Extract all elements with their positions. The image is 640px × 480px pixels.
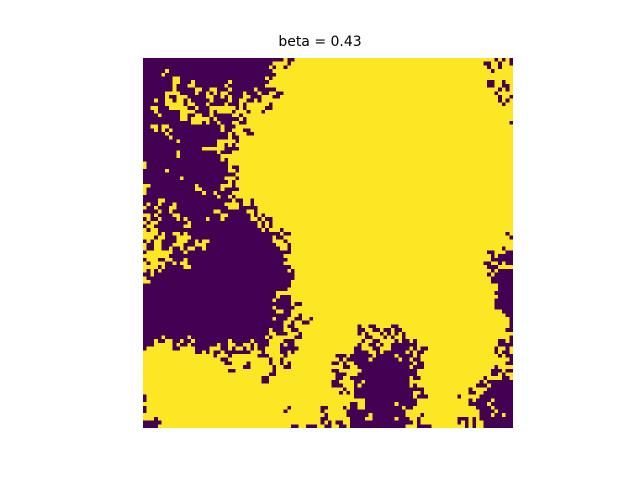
- heatmap-cells: [143, 58, 513, 428]
- heatmap-axes: [143, 58, 513, 428]
- chart-title: beta = 0.43: [278, 34, 362, 50]
